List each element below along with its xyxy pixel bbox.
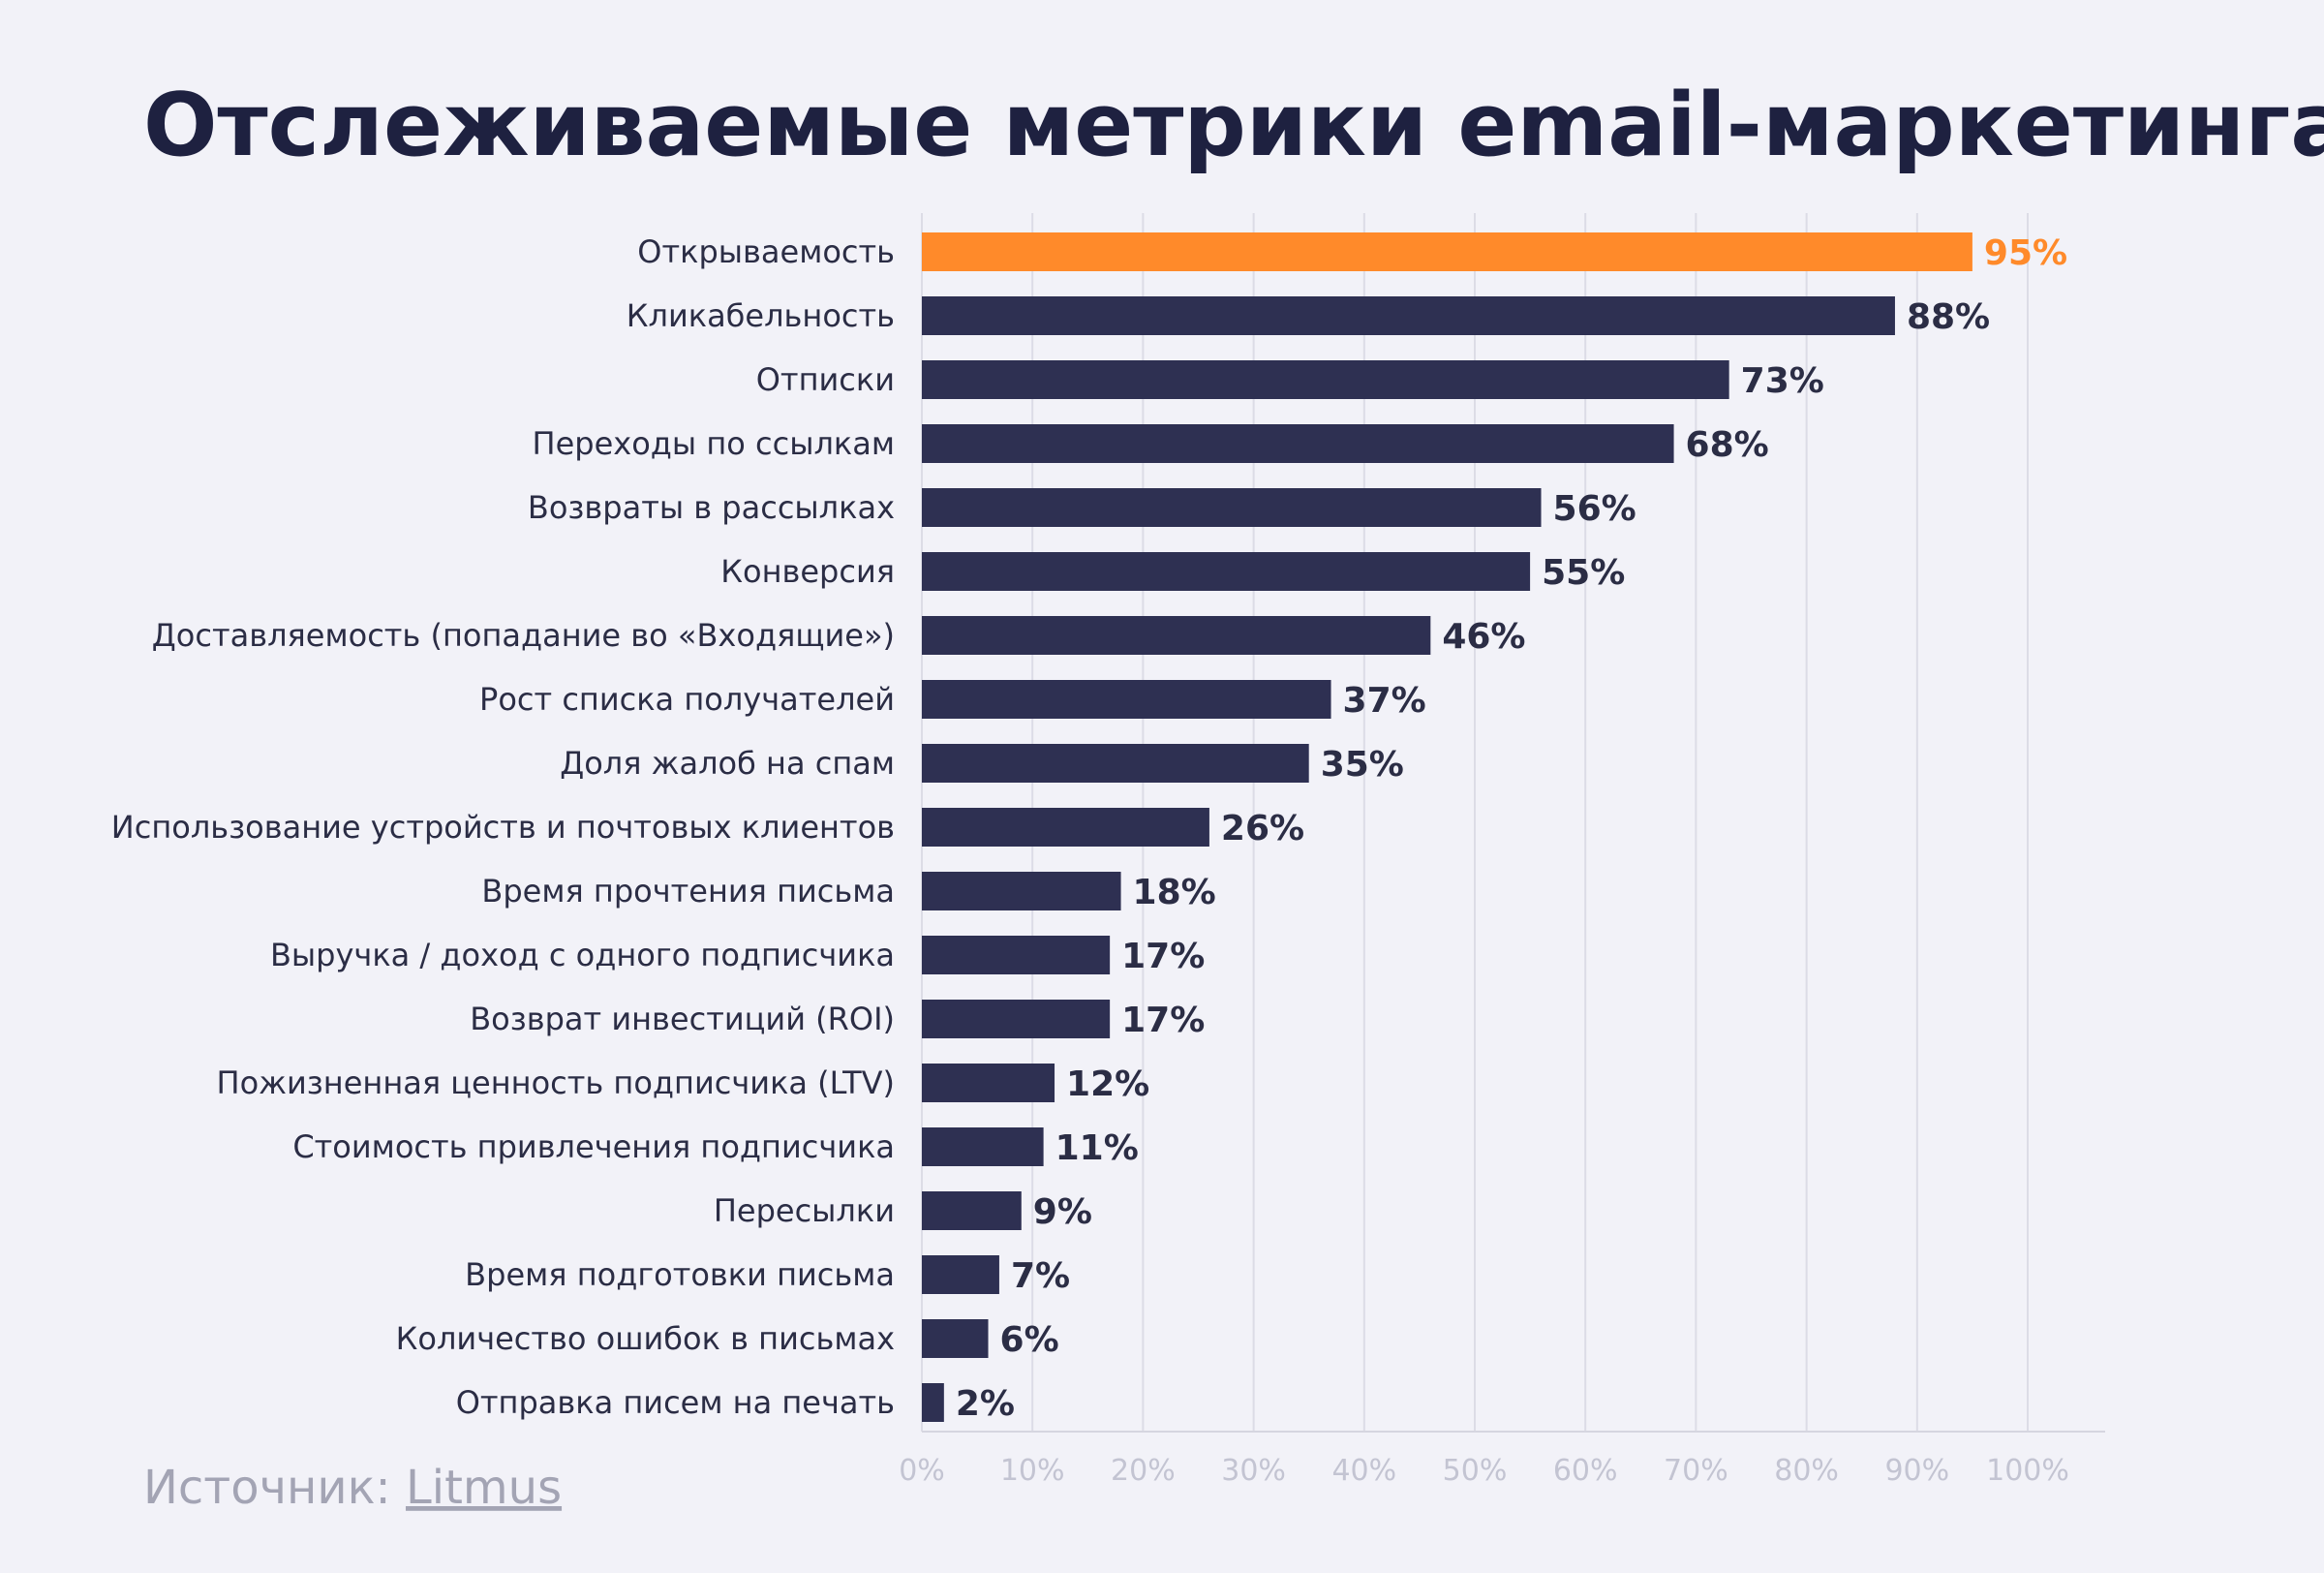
bar <box>922 1000 1111 1038</box>
category-label: Рост списка получателей <box>479 681 895 718</box>
value-label: 56% <box>1553 489 1636 529</box>
x-tick-label: 90% <box>1884 1454 1949 1488</box>
bar <box>922 744 1309 783</box>
category-label: Конверсия <box>720 553 895 590</box>
value-label: 12% <box>1066 1064 1149 1104</box>
category-label: Пересылки <box>714 1192 895 1229</box>
value-label: 17% <box>1121 1001 1205 1040</box>
category-label: Доля жалоб на спам <box>560 745 895 782</box>
value-label: 6% <box>1000 1320 1059 1360</box>
source-prefix: Источник: <box>143 1461 406 1515</box>
value-label: 2% <box>956 1384 1015 1424</box>
category-label: Доставляемость (попадание во «Входящие») <box>152 617 895 654</box>
category-label: Выручка / доход с одного подписчика <box>270 937 895 973</box>
source-note: Источник: Litmus <box>143 1461 562 1515</box>
bar <box>922 680 1331 719</box>
x-tick-label: 80% <box>1774 1454 1839 1488</box>
x-tick-label: 100% <box>1986 1454 2069 1488</box>
category-label: Стоимость привлечения подписчика <box>292 1128 895 1165</box>
category-label: Переходы по ссылкам <box>533 425 895 462</box>
value-label: 55% <box>1542 553 1625 593</box>
bar <box>922 808 1209 847</box>
value-label: 11% <box>1055 1128 1139 1168</box>
category-label: Возврат инвестиций (ROI) <box>470 1001 895 1037</box>
x-axis-ticks: 0% 10% 20% 30% 40% 50% 60% 70% 80% 90% 100% <box>899 1431 2105 1488</box>
bar <box>922 616 1431 655</box>
category-label: Пожизненная ценность подписчика (LTV) <box>217 1064 896 1101</box>
category-label: Использование устройств и почтовых клиен… <box>111 809 895 846</box>
x-tick-label: 10% <box>1000 1454 1065 1488</box>
category-label: Время подготовки письма <box>465 1256 895 1293</box>
bar <box>922 1383 944 1422</box>
x-tick-label: 50% <box>1443 1454 1508 1488</box>
category-label: Количество ошибок в письмах <box>396 1320 895 1357</box>
value-label: 37% <box>1343 681 1426 721</box>
value-label: 18% <box>1133 873 1216 912</box>
x-tick-label: 70% <box>1664 1454 1728 1488</box>
bar <box>922 872 1121 910</box>
bar <box>922 360 1729 399</box>
value-label: 73% <box>1741 361 1824 401</box>
value-label: 68% <box>1686 425 1769 465</box>
source-link[interactable]: Litmus <box>406 1461 562 1515</box>
value-label: 88% <box>1907 297 1990 337</box>
value-label: 17% <box>1121 937 1205 976</box>
category-label: Отписки <box>756 361 895 398</box>
category-label: Время прочтения письма <box>481 873 895 910</box>
x-tick-label: 40% <box>1331 1454 1396 1488</box>
value-label: 9% <box>1033 1192 1092 1232</box>
bar <box>922 936 1111 974</box>
category-label: Возвраты в рассылках <box>528 489 895 526</box>
bar <box>922 296 1895 335</box>
bar <box>922 232 1972 271</box>
bar <box>922 424 1674 463</box>
x-tick-label: 60% <box>1553 1454 1618 1488</box>
x-tick-label: 30% <box>1221 1454 1286 1488</box>
value-label: 95% <box>1984 233 2067 273</box>
bar <box>922 1191 1022 1230</box>
value-label: 46% <box>1442 617 1525 657</box>
bar <box>922 488 1542 527</box>
x-tick-label: 20% <box>1111 1454 1176 1488</box>
bar <box>922 552 1531 591</box>
grid-lines <box>921 213 2029 1432</box>
bar <box>922 1127 1044 1166</box>
category-label: Отправка писем на печать <box>456 1384 895 1421</box>
value-label: 7% <box>1011 1256 1070 1296</box>
chart-title: Отслеживаемые метрики email-маркетинга <box>143 75 2324 176</box>
category-label: Открываемость <box>637 233 895 270</box>
value-label: 26% <box>1221 809 1304 848</box>
bar <box>922 1255 999 1294</box>
category-label: Кликабельность <box>627 297 895 334</box>
bar <box>922 1319 989 1358</box>
value-label: 35% <box>1321 745 1404 785</box>
bar <box>922 1064 1055 1102</box>
x-tick-label: 0% <box>899 1454 945 1488</box>
bars: Открываемость 95% Кликабельность 88% Отписки… <box>111 232 2067 1424</box>
